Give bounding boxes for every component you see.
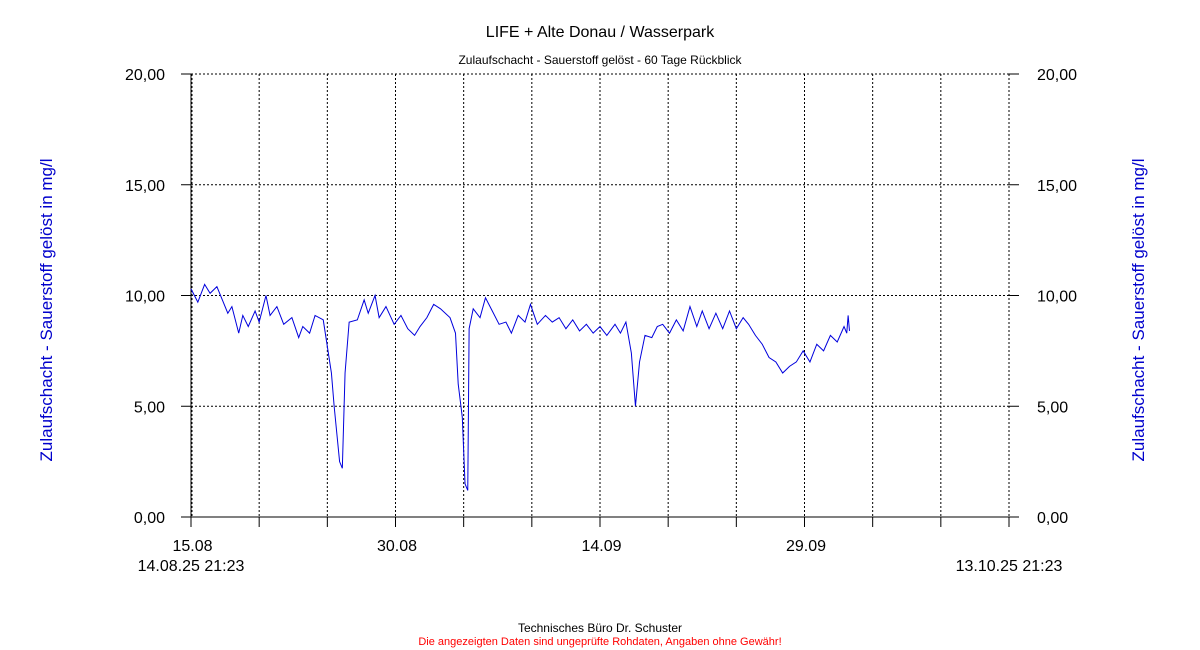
x-tick-label: 30.08 bbox=[377, 538, 417, 555]
y-tick-label-right: 5,00 bbox=[1037, 399, 1068, 416]
y-tick-label-left: 5,00 bbox=[134, 399, 165, 416]
x-tick-label: 29.09 bbox=[786, 538, 826, 555]
footer-disclaimer: Die angezeigten Daten sind ungeprüfte Ro… bbox=[418, 636, 781, 648]
y-tick-label-right: 10,00 bbox=[1037, 289, 1077, 306]
x-tick-label: 15.08 bbox=[172, 538, 212, 555]
y-ticks-left: 0,00 5,00 10,00 15,00 20,00 bbox=[125, 67, 191, 527]
y-tick-label-left: 15,00 bbox=[125, 178, 165, 195]
y-ticks-right: 0,00 5,00 10,00 15,00 20,00 bbox=[1009, 67, 1077, 527]
y-axis-label-left: Zulaufschacht - Sauerstoff gelöst in mg/… bbox=[37, 158, 56, 461]
y-tick-label-left: 0,00 bbox=[134, 510, 165, 527]
x-tick-label: 14.09 bbox=[581, 538, 621, 555]
footer-company: Technisches Büro Dr. Schuster bbox=[518, 621, 682, 635]
grid-lines bbox=[191, 73, 1010, 517]
y-tick-label-right: 15,00 bbox=[1037, 178, 1077, 195]
y-tick-label-left: 10,00 bbox=[125, 289, 165, 306]
y-tick-label-right: 20,00 bbox=[1037, 67, 1077, 84]
x-ticks bbox=[190, 517, 1010, 527]
x-tick-labels: 15.08 30.08 14.09 29.09 bbox=[172, 538, 826, 555]
series-line-oxygen bbox=[190, 283, 850, 491]
chart-title: LIFE + Alte Donau / Wasserpark bbox=[486, 24, 715, 41]
x-end-label: 13.10.25 21:23 bbox=[956, 558, 1063, 575]
x-start-label: 14.08.25 21:23 bbox=[138, 558, 245, 575]
y-tick-label-right: 0,00 bbox=[1037, 510, 1068, 527]
chart-subtitle: Zulaufschacht - Sauerstoff gelöst - 60 T… bbox=[458, 53, 742, 67]
y-tick-label-left: 20,00 bbox=[125, 67, 165, 84]
y-axis-label-right: Zulaufschacht - Sauerstoff gelöst in mg/… bbox=[1129, 158, 1148, 461]
